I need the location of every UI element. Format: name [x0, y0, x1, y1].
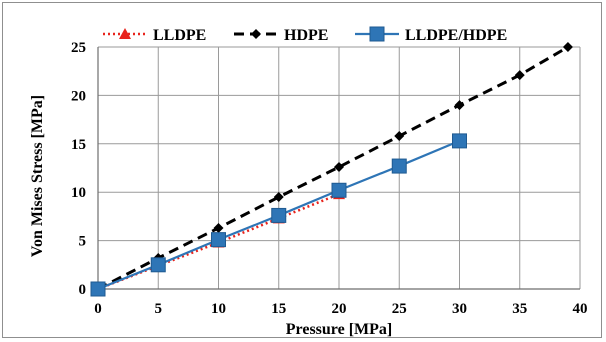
x-tick-label: 30 [452, 301, 467, 317]
data-point-lldpe-hdpe [452, 133, 467, 149]
x-tick-label: 25 [392, 301, 407, 317]
data-point-hdpe [394, 131, 405, 142]
legend: LLDPE HDPE LLDPE/HDPE [103, 26, 507, 44]
legend-marker-hdpe [251, 29, 261, 39]
legend-marker-lldpe-hdpe [369, 26, 385, 42]
data-point-hdpe [273, 192, 284, 203]
data-point-lldpe-hdpe [391, 158, 407, 174]
series-line-hdpe [97, 45, 569, 291]
data-point-hdpe [514, 70, 525, 81]
y-tick-label: 10 [71, 185, 86, 201]
y-tick-label: 0 [79, 282, 87, 298]
y-axis-title: Von Mises Stress [MPa] [29, 95, 46, 257]
data-point-lldpe-hdpe [331, 182, 347, 198]
data-point-hdpe [334, 162, 344, 173]
tick-labels: 0 5 10 15 20 25 30 35 40 0 5 10 15 20 25 [71, 40, 588, 317]
legend-marker-lldpe [119, 28, 131, 39]
data-point-hdpe [213, 223, 224, 234]
y-tick-label: 15 [71, 137, 86, 153]
y-tick-label: 20 [71, 88, 86, 104]
y-tick-label: 5 [79, 234, 87, 250]
legend-label-hdpe: HDPE [284, 27, 328, 44]
series-line-lldpe [97, 192, 340, 291]
data-point-lldpe-hdpe [150, 257, 166, 273]
x-tick-label: 0 [94, 301, 102, 317]
data-point-hdpe [454, 100, 465, 111]
legend-label-lldpe: LLDPE [153, 27, 206, 44]
data-point-lldpe-hdpe [90, 281, 106, 297]
x-tick-label: 5 [155, 301, 163, 317]
y-tick-label: 25 [71, 40, 86, 56]
series-layer [90, 42, 573, 297]
data-point-hdpe [562, 42, 573, 52]
data-point-lldpe-hdpe [211, 232, 226, 248]
x-tick-label: 15 [271, 301, 286, 317]
data-point-lldpe-hdpe [271, 207, 287, 223]
legend-label-lldpe-hdpe: LLDPE/HDPE [405, 27, 507, 44]
x-tick-label: 10 [211, 301, 226, 317]
x-tick-label: 35 [512, 301, 527, 317]
axes [97, 47, 580, 290]
x-axis-title: Pressure [MPa] [286, 321, 392, 338]
x-tick-label: 20 [332, 301, 347, 317]
x-tick-label: 40 [573, 301, 588, 317]
